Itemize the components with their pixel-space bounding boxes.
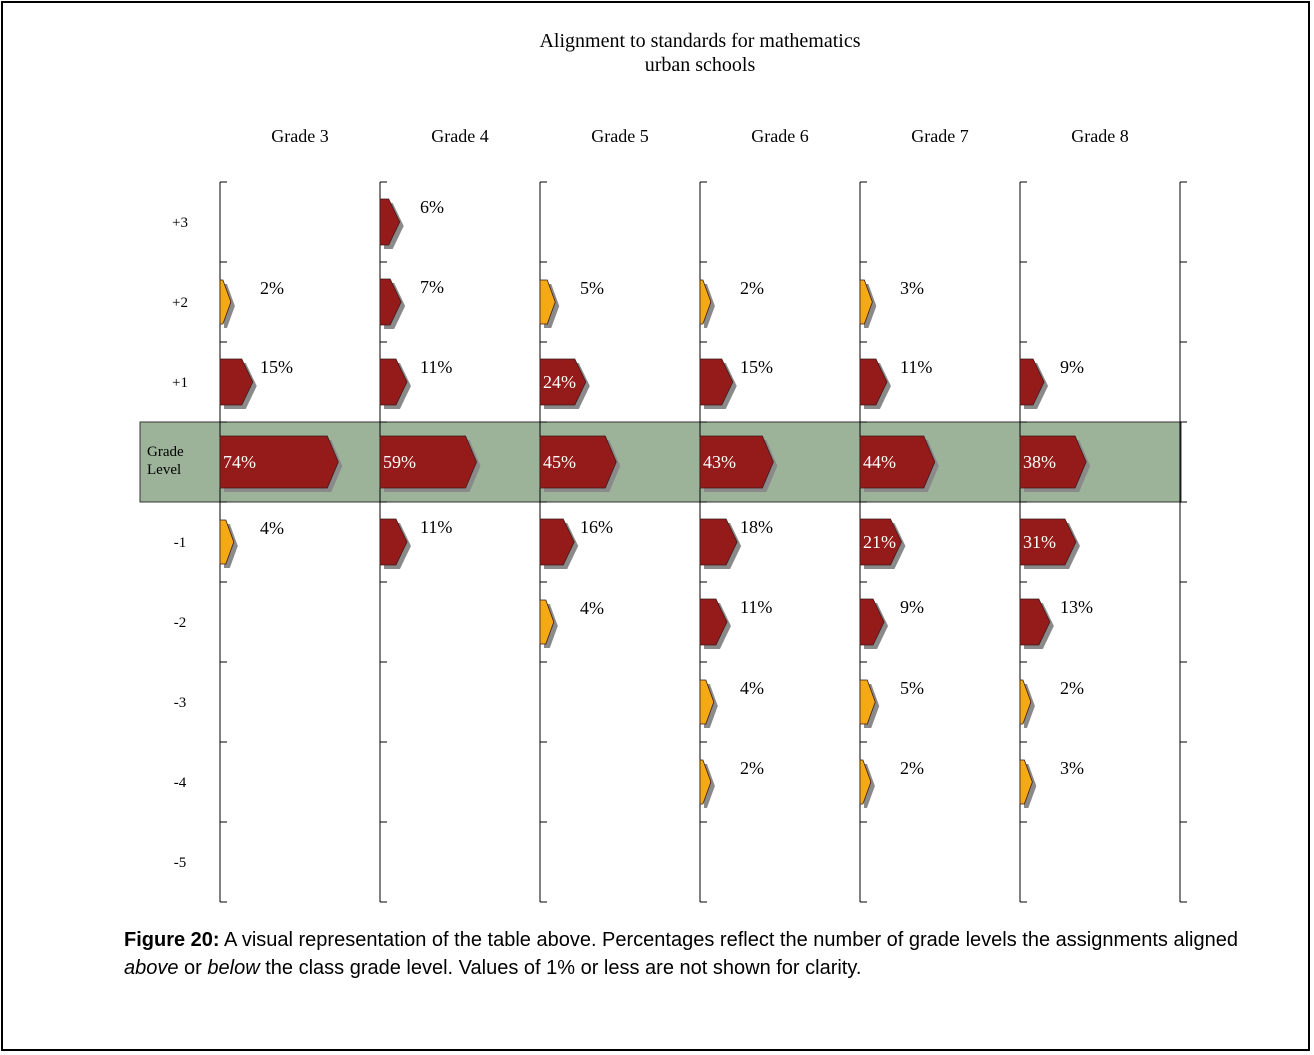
row-label-6: -3: [174, 695, 187, 711]
value-label-grade-3-row-1: 2%: [260, 278, 284, 298]
value-label-grade-4-row-1: 7%: [420, 277, 444, 297]
column-label-grade-6: Grade 6: [751, 126, 808, 146]
bar-grade-6-row-1: [699, 279, 712, 325]
column-label-grade-4: Grade 4: [431, 126, 488, 146]
bar-grade-5-row-2: [539, 358, 587, 406]
value-label-grade-8-row-5: 13%: [1060, 597, 1093, 617]
bar-grade-5-row-1: [539, 279, 556, 325]
value-label-grade-6-row-6: 4%: [740, 678, 764, 698]
value-label-grade-6-row-7: 2%: [740, 758, 764, 778]
value-label-grade-5-row-2: 24%: [543, 372, 576, 392]
row-label-8: -5: [174, 855, 187, 871]
bar-grade-7-row-2: [859, 358, 888, 406]
value-label-grade-6-row-4: 18%: [740, 517, 773, 537]
band-label: Grade Level: [147, 444, 184, 478]
value-label-grade-8-row-6: 2%: [1060, 678, 1084, 698]
value-label-grade-7-row-1: 3%: [900, 278, 924, 298]
value-label-grade-7-row-3: 44%: [863, 452, 896, 472]
bar-grade-8-row-4: [1019, 518, 1077, 566]
bar-grade-7-row-5: [859, 598, 885, 646]
value-label-grade-5-row-5: 4%: [580, 598, 604, 618]
row-label-4: -1: [174, 535, 187, 551]
bar-grade-5-row-4: [539, 518, 575, 566]
bar-grade-6-row-2: [699, 358, 734, 406]
value-label-grade-4-row-2: 11%: [420, 357, 452, 377]
value-label-grade-3-row-3: 74%: [223, 452, 256, 472]
value-label-grade-3-row-4: 4%: [260, 518, 284, 538]
value-label-grade-4-row-3: 59%: [383, 452, 416, 472]
value-label-grade-6-row-5: 11%: [740, 597, 772, 617]
chart-title-line-1: Alignment to standards for mathematics: [539, 30, 860, 52]
value-label-grade-7-row-7: 2%: [900, 758, 924, 778]
value-label-grade-7-row-6: 5%: [900, 678, 924, 698]
row-label-5: -2: [174, 615, 187, 631]
value-label-grade-6-row-2: 15%: [740, 357, 773, 377]
bar-grade-6-row-7: [699, 759, 712, 805]
bar-grade-7-row-3: [859, 435, 936, 489]
bar-grade-7-row-1: [859, 279, 873, 325]
row-label-1: +2: [172, 295, 188, 311]
bar-grade-6-row-6: [699, 679, 715, 725]
value-label-grade-8-row-4: 31%: [1023, 532, 1056, 552]
value-label-grade-7-row-5: 9%: [900, 597, 924, 617]
bar-grade-3-row-2: [219, 358, 254, 406]
bar-grade-6-row-3: [699, 435, 774, 489]
caption-em-above: above: [124, 957, 179, 979]
caption-em-below: below: [207, 957, 260, 979]
bar-grade-7-row-4: [859, 518, 902, 566]
value-label-grade-5-row-1: 5%: [580, 278, 604, 298]
figure-label: Figure 20:: [124, 929, 220, 951]
column-label-grade-5: Grade 5: [591, 126, 648, 146]
value-label-grade-5-row-3: 45%: [543, 452, 576, 472]
value-label-grade-6-row-1: 2%: [740, 278, 764, 298]
caption-text-2: or: [178, 957, 208, 979]
bar-grade-6-row-5: [699, 598, 728, 646]
figure-caption: Figure 20: A visual representation of th…: [124, 926, 1294, 982]
bar-grade-4-row-2: [379, 358, 408, 406]
chart-title-line-2: urban schools: [645, 54, 756, 76]
row-label-0: +3: [172, 215, 188, 231]
bar-grade-8-row-3: [1019, 435, 1087, 489]
column-label-grade-3: Grade 3: [271, 126, 328, 146]
bar-grade-8-row-6: [1019, 679, 1032, 725]
bar-grade-8-row-7: [1019, 759, 1033, 805]
bar-grade-8-row-2: [1019, 358, 1045, 406]
column-label-grade-7: Grade 7: [911, 126, 968, 146]
value-label-grade-3-row-2: 15%: [260, 357, 293, 377]
chart-title: Alignment to standards for mathematics u…: [539, 30, 860, 76]
value-label-grade-8-row-3: 38%: [1023, 452, 1056, 472]
row-label-2: +1: [172, 375, 188, 391]
value-label-grade-4-row-4: 11%: [420, 517, 452, 537]
column-label-grade-8: Grade 8: [1071, 126, 1128, 146]
value-label-grade-6-row-3: 43%: [703, 452, 736, 472]
bar-grade-3-row-4: [219, 519, 235, 565]
bar-grade-4-row-4: [379, 518, 408, 566]
row-label-7: -4: [174, 775, 187, 791]
bar-grade-6-row-4: [699, 518, 738, 566]
value-label-grade-7-row-4: 21%: [863, 532, 896, 552]
bar-grade-5-row-3: [539, 435, 617, 489]
value-label-grade-4-row-0: 6%: [420, 197, 444, 217]
bar-grade-3-row-1: [219, 279, 232, 325]
bar-grade-8-row-5: [1019, 598, 1051, 646]
value-label-grade-7-row-2: 11%: [900, 357, 932, 377]
value-label-grade-5-row-4: 16%: [580, 517, 613, 537]
alignment-chart: Alignment to standards for mathematics u…: [139, 30, 1187, 903]
value-label-grade-8-row-7: 3%: [1060, 758, 1084, 778]
bar-grade-3-row-3: [219, 435, 339, 489]
caption-text-3: the class grade level. Values of 1% or l…: [259, 957, 862, 979]
bar-grade-4-row-0: [379, 198, 401, 246]
bar-grade-7-row-6: [859, 679, 876, 725]
bar-grade-5-row-5: [539, 599, 555, 645]
bar-grade-4-row-3: [379, 435, 477, 489]
bar-grade-7-row-7: [859, 759, 872, 805]
bar-grade-4-row-1: [379, 278, 402, 326]
caption-text-1: A visual representation of the table abo…: [219, 929, 1238, 951]
value-label-grade-8-row-2: 9%: [1060, 357, 1084, 377]
